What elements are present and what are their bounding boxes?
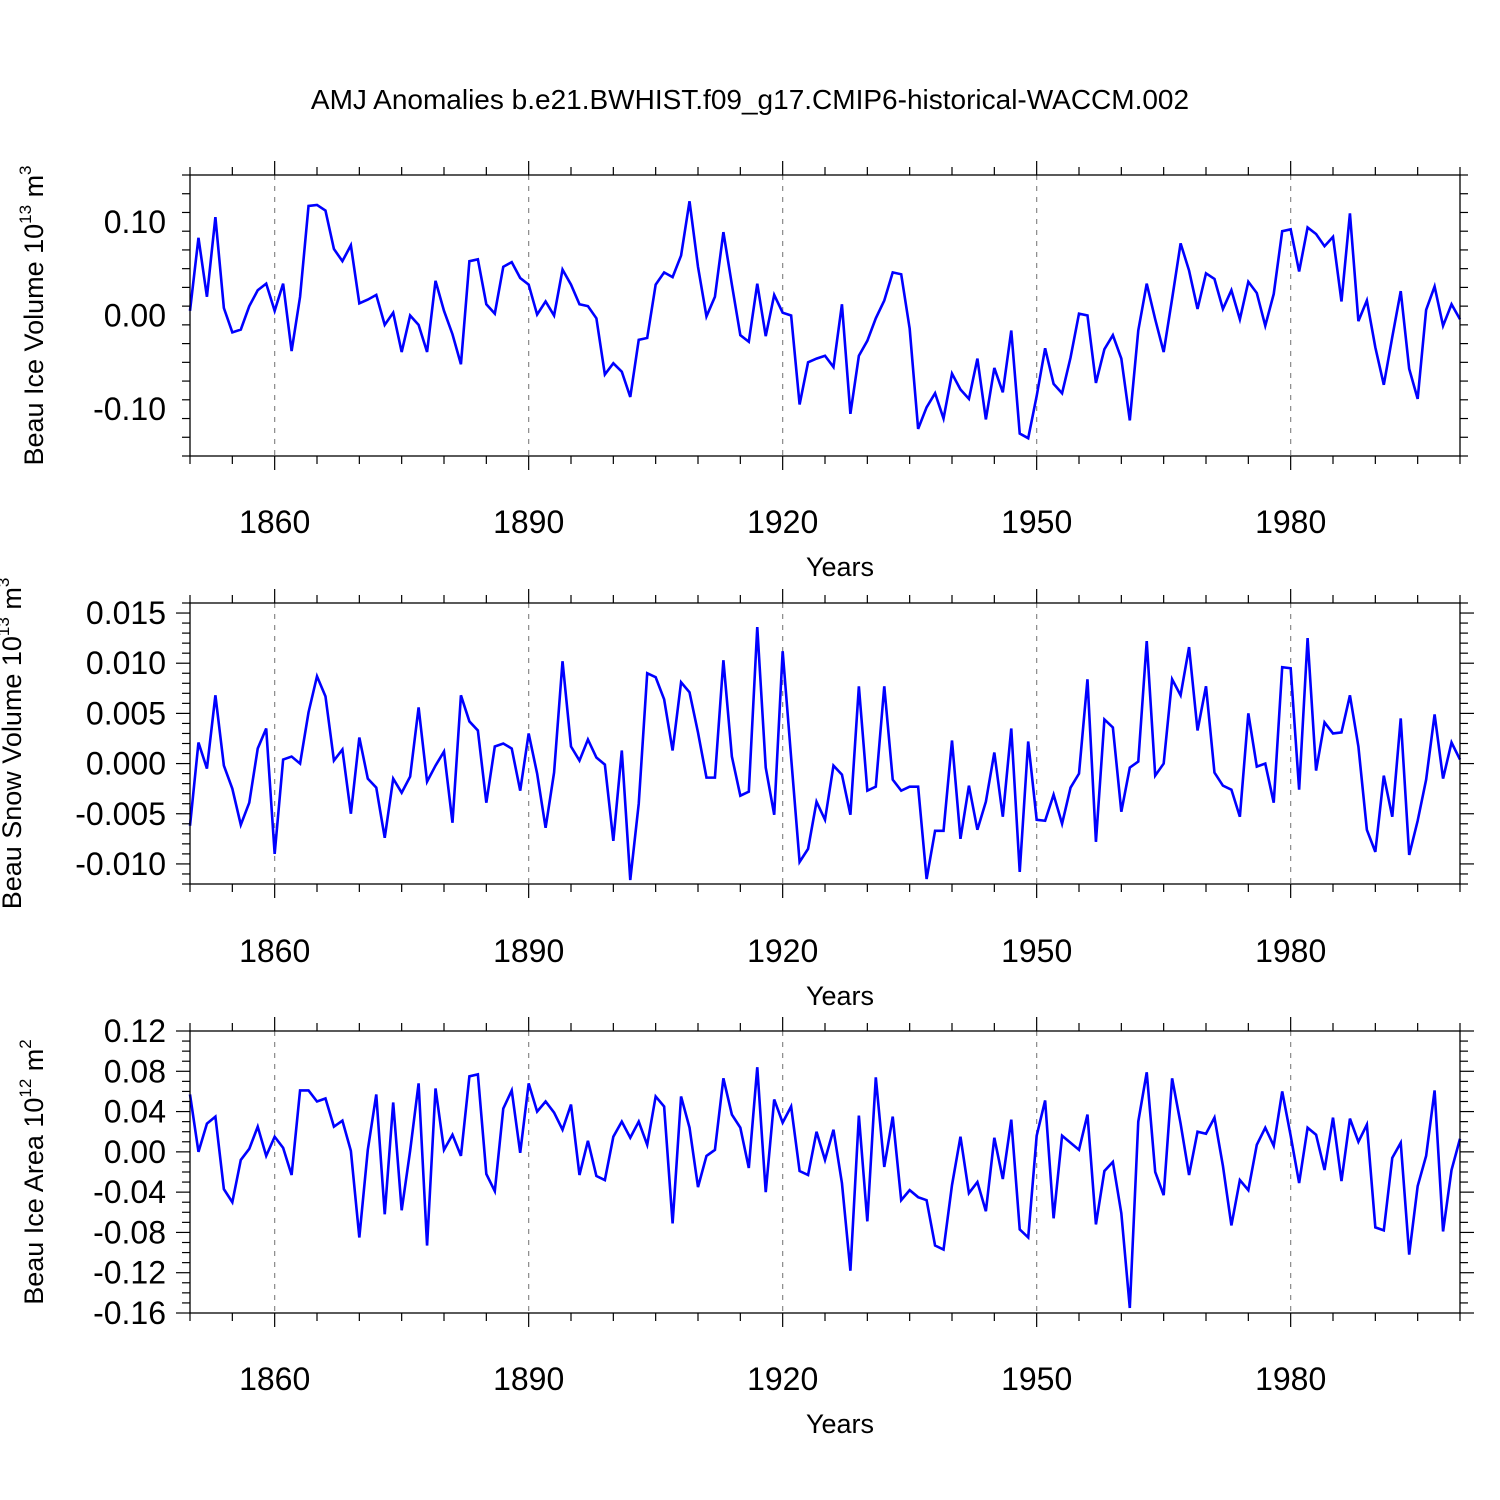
y-tick-label: 0.000 — [86, 746, 166, 782]
y-tick-label: -0.04 — [93, 1174, 166, 1210]
series-line — [188, 627, 1462, 881]
y-tick-label: -0.12 — [93, 1255, 166, 1291]
x-tick-label: 1980 — [1255, 1361, 1326, 1397]
y-title-mid: m — [0, 587, 27, 617]
x-tick-label: 1920 — [747, 933, 818, 969]
x-tick-label: 1860 — [239, 933, 310, 969]
y-title-base: Beau Ice Volume 10 — [19, 224, 49, 466]
y-axis-title: Beau Snow Volume 1013 m3 — [0, 578, 27, 910]
y-tick-label: 0.12 — [104, 1013, 166, 1049]
y-title-mid: m — [19, 175, 49, 205]
y-tick-label: -0.16 — [93, 1295, 166, 1331]
y-tick-label: 0.08 — [104, 1053, 166, 1089]
y-tick-label: 0.005 — [86, 695, 166, 731]
y-title-mid: m — [19, 1049, 49, 1079]
panel-2: 1860 1890 1920 1950 1980 Years -0.010 -0.005 0.0… — [0, 578, 1474, 1011]
x-tick-label: 1860 — [239, 504, 310, 540]
y-title-exp2: 2 — [16, 1039, 35, 1048]
plot-frame — [189, 602, 1461, 885]
series-line — [188, 1067, 1462, 1309]
y-tick-label: -0.10 — [93, 391, 166, 427]
x-tick-label: 1890 — [493, 504, 564, 540]
y-tick-label: 0.04 — [104, 1094, 166, 1130]
x-tick-label: 1890 — [493, 1361, 564, 1397]
y-tick-label: 0.010 — [86, 645, 166, 681]
y-tick-label: 0.00 — [104, 298, 166, 334]
y-title-exp1: 13 — [16, 205, 35, 224]
x-tick-label: 1980 — [1255, 933, 1326, 969]
y-tick-label: -0.010 — [75, 846, 166, 882]
series-line — [188, 201, 1462, 441]
x-tick-label: 1980 — [1255, 504, 1326, 540]
y-title-exp1: 13 — [0, 617, 13, 636]
plot-frame — [189, 174, 1461, 457]
x-axis-title: Years — [806, 981, 874, 1011]
y-tick-label: 0.10 — [104, 204, 166, 240]
x-tick-label: 1950 — [1001, 1361, 1072, 1397]
x-tick-label: 1860 — [239, 1361, 310, 1397]
y-axis-title: Beau Ice Volume 1013 m3 — [16, 165, 49, 465]
x-axis-title: Years — [806, 552, 874, 582]
x-tick-label: 1950 — [1001, 504, 1072, 540]
x-tick-label: 1890 — [493, 933, 564, 969]
x-tick-label: 1950 — [1001, 933, 1072, 969]
y-title-exp1: 12 — [16, 1079, 35, 1098]
y-title-base: Beau Ice Area 10 — [19, 1098, 49, 1305]
y-tick-label: -0.08 — [93, 1214, 166, 1250]
y-title-exp2: 3 — [0, 578, 13, 587]
y-title-exp2: 3 — [16, 165, 35, 174]
y-tick-label: 0.00 — [104, 1134, 166, 1170]
x-tick-label: 1920 — [747, 1361, 818, 1397]
panel-1: 1860 1890 1920 1950 1980 Years -0.10 0.00 0.10 Be… — [16, 161, 1468, 582]
y-title-base: Beau Snow Volume 10 — [0, 636, 27, 909]
x-tick-label: 1920 — [747, 504, 818, 540]
y-tick-label: 0.015 — [86, 595, 166, 631]
panel-3: 1860 1890 1920 1950 1980 Years -0.16 -0.12 -0.08… — [16, 1013, 1474, 1439]
chart-title: AMJ Anomalies b.e21.BWHIST.f09_g17.CMIP6… — [310, 84, 1190, 115]
y-tick-label: -0.005 — [75, 796, 166, 832]
y-axis-title: Beau Ice Area 1012 m2 — [16, 1039, 49, 1305]
x-axis-title: Years — [806, 1409, 874, 1439]
